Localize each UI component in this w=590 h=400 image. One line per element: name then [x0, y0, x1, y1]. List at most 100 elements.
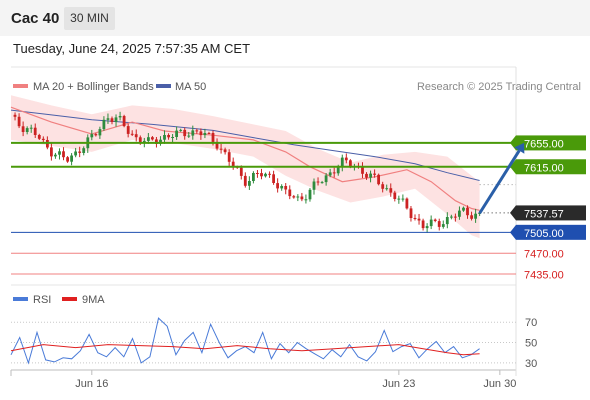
candle [288, 185, 292, 200]
candle-body [110, 118, 114, 122]
candlesticks [13, 111, 481, 233]
candle-body [385, 188, 389, 190]
candle [159, 136, 162, 146]
resistance-tag-bg [516, 135, 586, 151]
last-price-tag: 7537.57 [510, 205, 586, 221]
candle [256, 170, 259, 178]
candle [433, 218, 437, 223]
candle-body [328, 172, 332, 176]
candle [90, 129, 94, 141]
candle [369, 170, 372, 183]
candle-body [21, 126, 25, 132]
candle [381, 181, 385, 193]
candle-body [142, 140, 146, 143]
support-tag: 7435.00 [524, 270, 564, 282]
candle [187, 131, 191, 138]
candle-body [134, 134, 138, 138]
candle-body [13, 114, 17, 117]
candle-body [187, 135, 191, 137]
candle-body [167, 135, 170, 138]
candle-body [151, 137, 154, 140]
rsi-line [10, 317, 480, 365]
resistance-tag-bg [516, 159, 586, 175]
symbol-title: Cac 40 [11, 10, 60, 27]
candle-body [361, 166, 364, 174]
candle-body [163, 135, 166, 140]
candle-body [470, 215, 473, 219]
candle [377, 173, 380, 186]
candle-body [292, 196, 296, 198]
candle-body [207, 133, 211, 134]
candle [417, 213, 421, 225]
candle [130, 130, 134, 137]
candle-body [320, 182, 324, 184]
candle [466, 205, 469, 219]
candle [102, 116, 106, 131]
key-levels: 7655.00 7615.00 7505.00 7470.00 7435.00 7537.… [11, 135, 586, 282]
candle [191, 125, 195, 140]
x-axis: Jun 16 Jun 23 Jun 30 [75, 370, 516, 390]
candle-body [102, 119, 106, 130]
pivot-tag-label: 7505.00 [524, 228, 564, 240]
rsi-ma-legend-swatch [62, 297, 77, 301]
candle-body [227, 152, 231, 162]
candle-body [159, 139, 162, 144]
candle [474, 208, 477, 223]
candle [264, 172, 267, 178]
candle-body [231, 161, 235, 167]
candle [17, 113, 21, 129]
ma20-legend-swatch [13, 84, 28, 88]
candle-body [54, 154, 57, 157]
candle-body [106, 118, 110, 120]
candle-body [239, 167, 243, 176]
candle [365, 172, 368, 180]
candle-body [98, 129, 102, 136]
candle-body [365, 173, 368, 178]
candle-body [308, 189, 312, 200]
candle-body [336, 166, 340, 174]
candle [126, 123, 130, 138]
credit-label: Research © 2025 Trading Central [417, 81, 581, 93]
candle-body [312, 181, 316, 190]
candle [361, 162, 364, 179]
candle-body [260, 173, 263, 177]
candle-body [344, 157, 348, 161]
candle [70, 153, 73, 166]
candle [219, 143, 223, 154]
candle-body [474, 213, 477, 219]
candle [66, 156, 69, 163]
forecast-arrow-shaft [478, 149, 521, 215]
candle-body [300, 196, 304, 200]
candle [304, 194, 308, 204]
candle [223, 147, 227, 155]
forecast-arrow [478, 142, 525, 215]
candle-body [454, 216, 457, 218]
ma20-legend-label: MA 20 + Bollinger Bands [33, 81, 154, 93]
candle-body [462, 207, 465, 211]
forecast-arrow-head [514, 142, 525, 154]
candle [328, 168, 332, 178]
candle [29, 124, 33, 133]
candle-body [401, 198, 405, 200]
ma50-legend-label: MA 50 [175, 81, 206, 93]
rsi-panel: 70 50 30 [10, 317, 537, 370]
candle-body [377, 174, 380, 185]
candle [94, 132, 98, 137]
candle-body [405, 198, 409, 209]
candle-body [296, 196, 300, 198]
candle-body [264, 173, 267, 177]
candle [231, 157, 235, 170]
candle [300, 192, 304, 202]
candle [308, 188, 312, 202]
candle-body [381, 184, 385, 189]
candle-body [50, 147, 53, 157]
chart-grid [10, 66, 517, 376]
candle-body [466, 207, 469, 216]
timeframe-button[interactable]: 30 MIN [64, 7, 115, 30]
rsi-legend-label: RSI [33, 294, 51, 306]
candle [25, 126, 29, 135]
candle-body [155, 139, 158, 144]
support-tag-label: 7435.00 [524, 270, 564, 282]
